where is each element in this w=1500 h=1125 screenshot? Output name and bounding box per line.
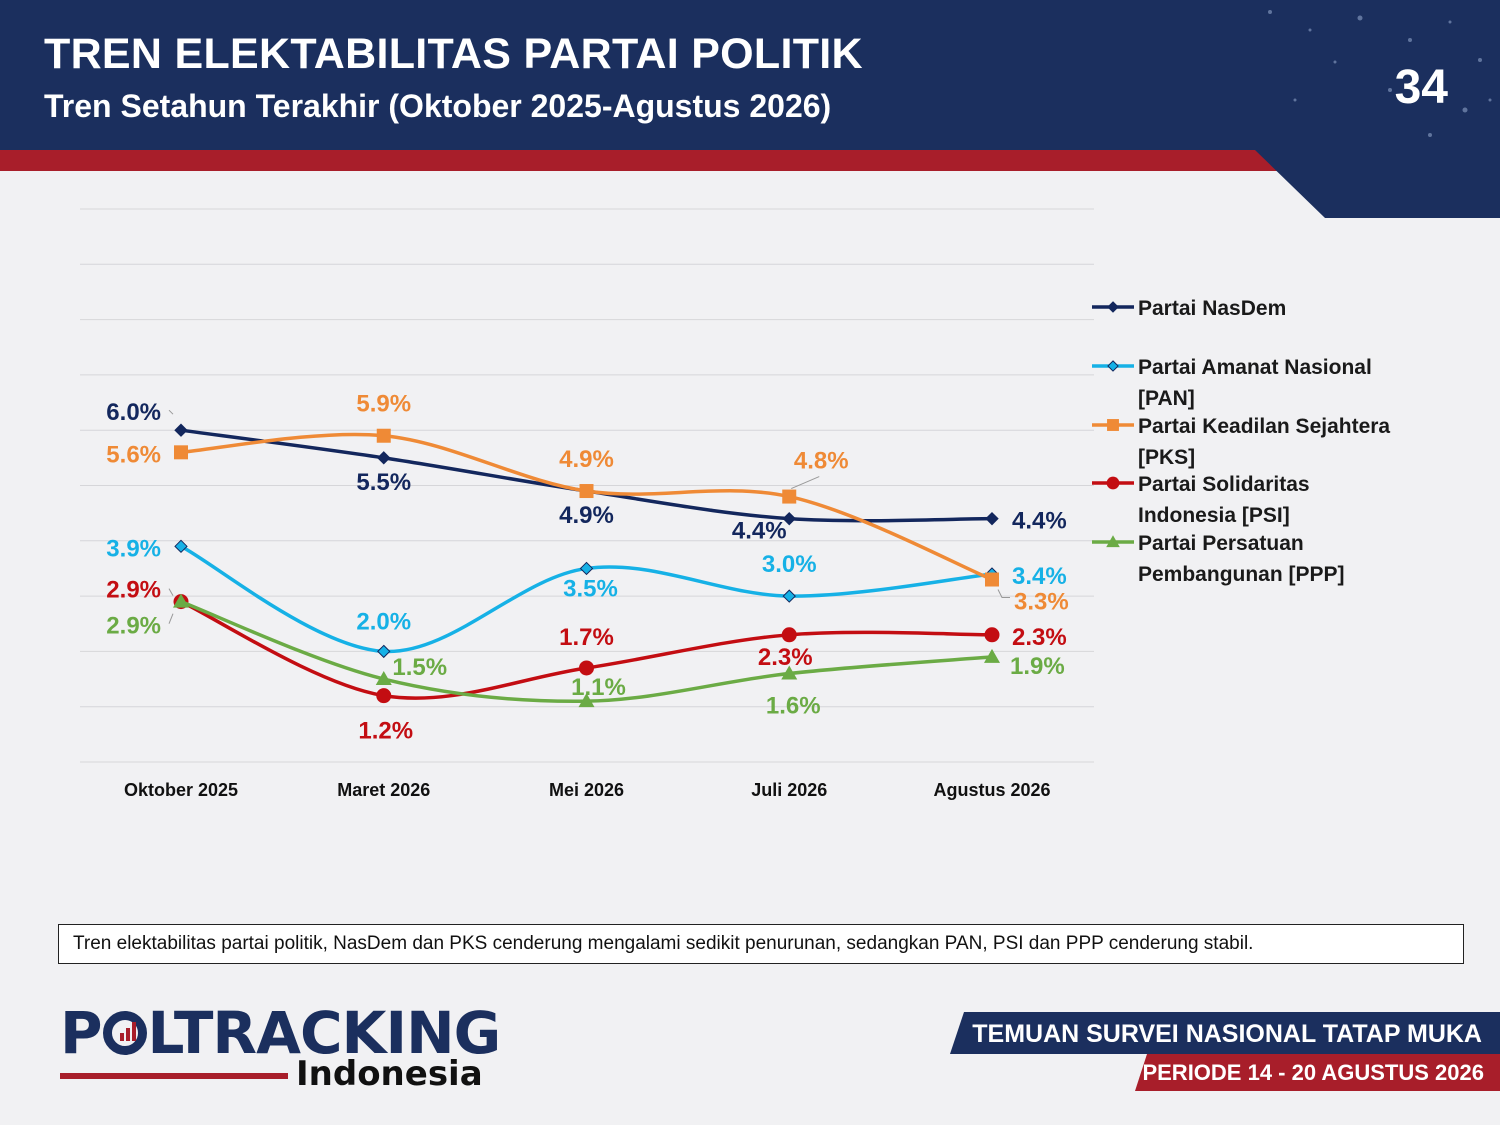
data-label: 4.4% [732,518,787,545]
data-label: 5.9% [356,391,411,418]
legend-label: Partai Persatuan Pembangunan [PPP] [1138,532,1345,586]
page-title: TREN ELEKTABILITAS PARTAI POLITIK [44,30,863,78]
legend-item-5: Partai Persatuan Pembangunan [PPP] [1092,532,1345,586]
data-point-marker [174,423,188,437]
data-label: 2.0% [356,608,411,635]
legend-item-1: Partai NasDem [1092,297,1286,320]
legend-label: Partai Amanat Nasional [PAN] [1138,356,1372,410]
data-label: 1.7% [559,624,614,651]
data-label: 3.4% [1012,563,1067,590]
data-label: 2.9% [106,613,161,640]
label-leader-line [791,476,820,490]
legend-label: Partai Keadilan Sejahtera [PKS] [1138,415,1390,469]
data-label: 2.3% [758,644,813,671]
data-label: 2.9% [106,577,161,604]
data-point-marker [985,511,999,526]
data-label: 3.9% [106,535,161,562]
legend-item-3: Partai Keadilan Sejahtera [PKS] [1092,415,1390,469]
data-label: 3.5% [563,575,618,602]
x-axis-labels: Oktober 2025 Maret 2026 Mei 2026 Juli 2026 A… [124,780,1051,800]
data-label: 3.0% [762,551,817,578]
logo-subtext: Indonesia [296,1054,483,1094]
legend-item-2: Partai Amanat Nasional [PAN] [1092,356,1372,410]
survey-period: PERIODE 14 - 20 AGUSTUS 2026 [1142,1060,1484,1085]
survey-title: TEMUAN SURVEI NASIONAL TATAP MUKA [972,1020,1482,1048]
page-subtitle: Tren Setahun Terakhir (Oktober 2025-Agus… [44,88,832,124]
data-point-marker [376,688,392,704]
label-leader-line [168,588,174,596]
header-red-band [0,150,1500,171]
label-leader-line [168,409,174,415]
data-point-marker [173,593,189,608]
data-point-marker [1106,535,1120,548]
legend-label: Partai NasDem [1138,297,1286,320]
data-label: 2.3% [1012,624,1067,651]
data-label: 1.1% [571,674,626,701]
legend-item-4: Partai Solidaritas Indonesia [PSI] [1092,473,1310,527]
data-point-marker [578,693,595,708]
poltracking-logo: P LTRACKING Indonesia [60,999,501,1094]
logo-bar-icon [102,1011,147,1055]
data-point-marker [377,451,391,465]
data-label: 1.5% [392,654,447,681]
data-point-marker [782,489,797,504]
chart-legend: Partai NasDem Partai Amanat Nasional [PAN]… [1092,297,1390,586]
data-label: 1.9% [1010,653,1065,680]
data-point-marker [377,644,391,659]
data-point-marker [375,671,392,686]
page-number: 34 [1394,61,1448,114]
x-tick-label: Agustus 2026 [933,780,1050,800]
decorative-dots [1268,10,1492,137]
chart-series: 6.0% 5.5% 4.9% 4.4% 4.4% 3.9% 2.0% 3.5% 3.0% 3.4%… [106,391,1068,745]
data-point-marker [376,428,391,443]
data-label: 4.9% [559,446,614,473]
header-corner-shape [1255,150,1500,218]
data-point-marker [985,572,999,587]
logo-underline [60,1073,288,1079]
data-label: 6.0% [106,399,161,426]
data-point-marker [579,561,594,576]
data-point-marker [1107,360,1119,372]
data-point-marker [781,627,797,643]
data-label: 1.2% [358,718,413,745]
survey-title-banner: TEMUAN SURVEI NASIONAL TATAP MUKA [950,1012,1500,1054]
series-3: 5.6% 5.9% 4.9% 4.8% 3.3% [106,391,1068,616]
data-point-marker [984,648,1000,663]
data-label: 1.6% [766,693,821,720]
data-point-marker [781,665,798,680]
x-tick-label: Mei 2026 [549,780,624,800]
label-leader-line [168,613,174,624]
data-point-marker [579,660,594,676]
data-point-marker [1107,419,1119,431]
data-point-marker [1107,301,1119,313]
legend-label: Partai Solidaritas Indonesia [PSI] [1138,473,1310,527]
data-label: 3.3% [1014,589,1069,616]
data-point-marker [174,539,188,554]
line-chart: 6.0% 5.5% 4.9% 4.4% 4.4% 3.9% 2.0% 3.5% 3.0% 3.4%… [80,208,1390,800]
data-label: 4.9% [559,502,614,529]
x-tick-label: Oktober 2025 [124,780,238,800]
data-point-marker [579,484,594,499]
survey-period-banner: PERIODE 14 - 20 AGUSTUS 2026 [1135,1054,1500,1091]
series-5: 2.9% 1.5% 1.1% 1.6% 1.9% [106,593,1065,720]
data-point-marker [984,627,1000,643]
series-2: 3.9% 2.0% 3.5% 3.0% 3.4% [106,535,1067,659]
data-point-marker [782,511,796,526]
data-point-marker [782,589,796,603]
header-banner: TREN ELEKTABILITAS PARTAI POLITIK Tren S… [0,0,1500,150]
label-leader-line [997,589,1010,599]
data-label: 4.8% [794,448,849,475]
x-tick-label: Juli 2026 [751,780,827,800]
summary-note: Tren elektabilitas partai politik, NasDe… [58,924,1464,964]
data-point-marker [1106,476,1120,490]
series-4: 2.9% 1.2% 1.7% 2.3% 2.3% [106,577,1066,745]
logo-wordmark: P LTRACKING [60,999,501,1067]
data-label: 5.6% [106,441,161,468]
data-label: 5.5% [356,469,411,496]
data-point-marker [174,445,188,460]
x-tick-label: Maret 2026 [337,780,430,800]
data-label: 4.4% [1012,508,1067,535]
